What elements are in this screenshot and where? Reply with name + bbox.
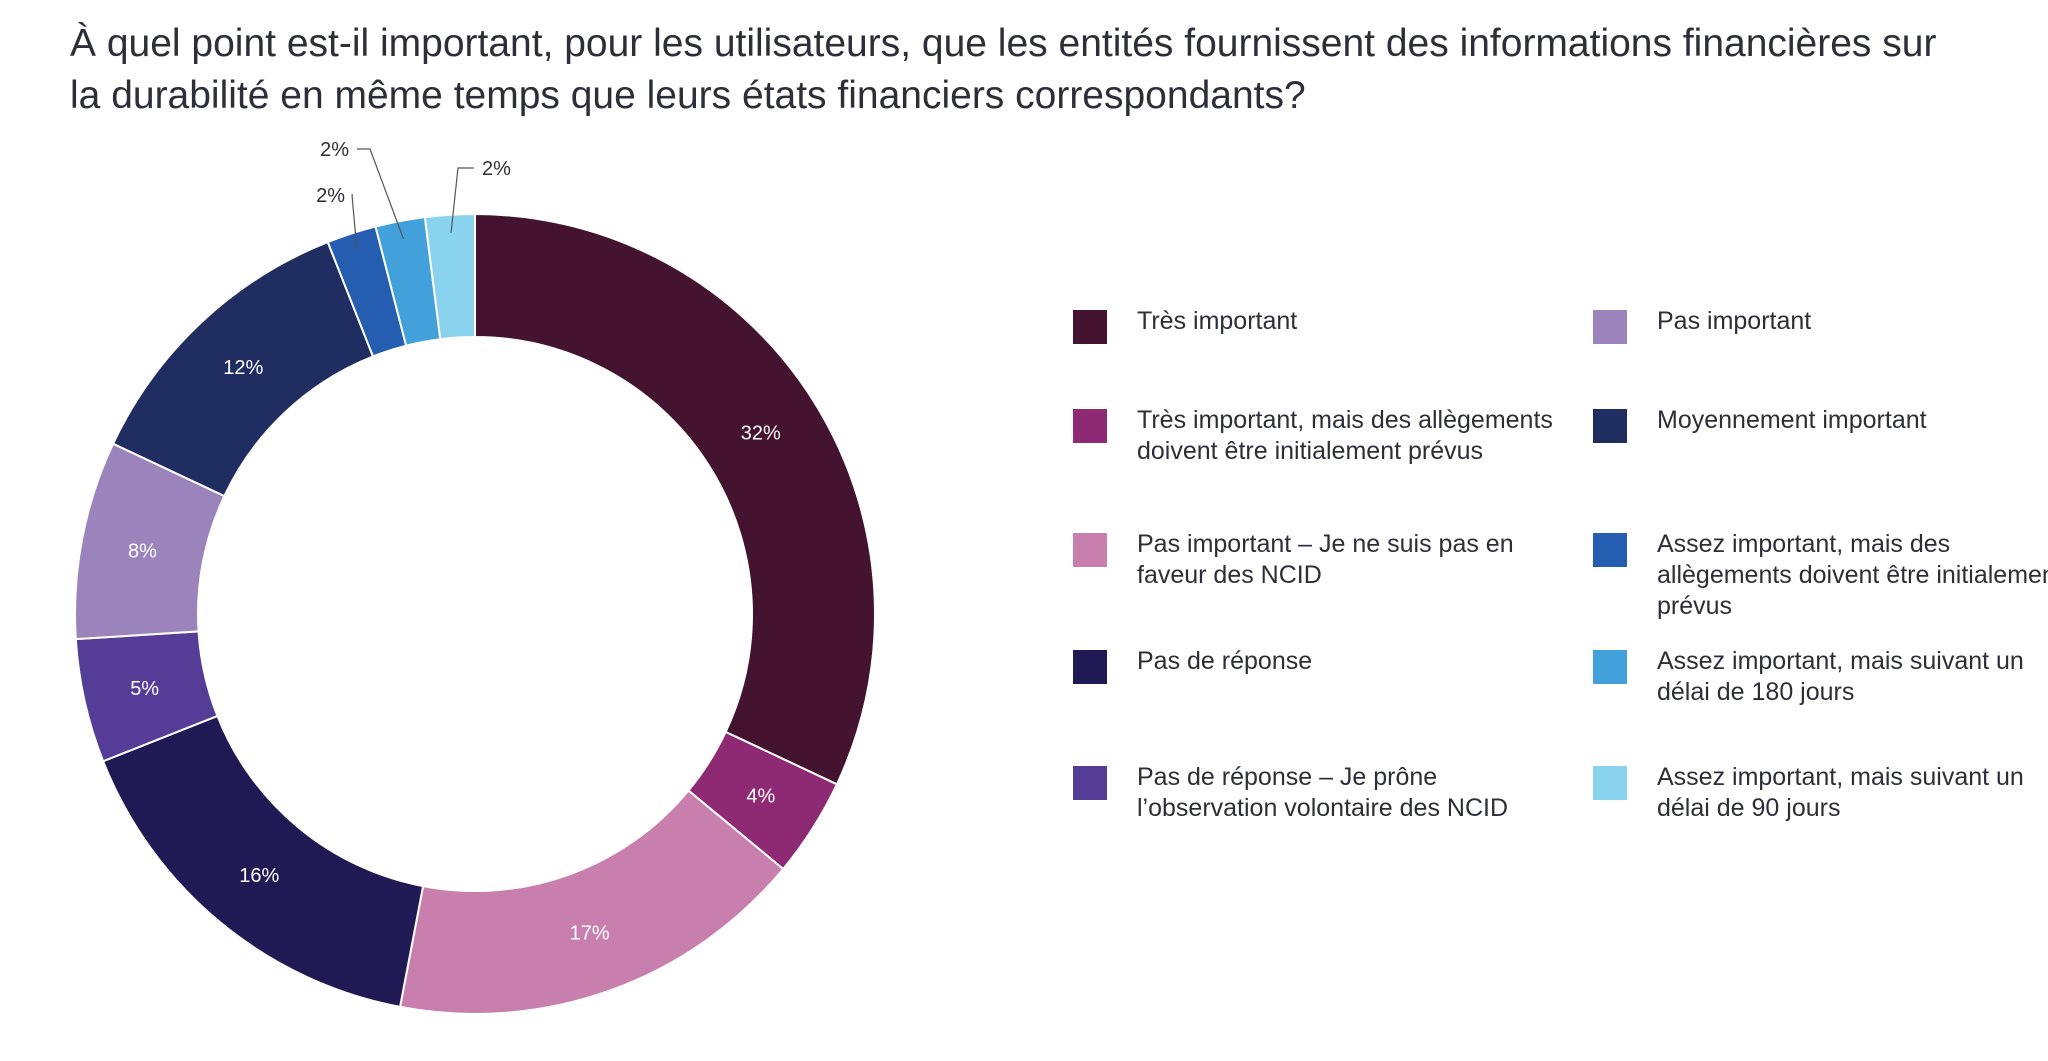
legend-swatch: [1593, 766, 1627, 800]
legend-item: Pas important: [1593, 306, 2048, 344]
legend-swatch: [1593, 409, 1627, 443]
legend-item: Assez important, mais suivant un délai d…: [1593, 762, 2048, 824]
legend-swatch: [1073, 310, 1107, 344]
legend-item: Pas important – Je ne suis pas en faveur…: [1073, 529, 1557, 591]
legend-item: Moyennement important: [1593, 405, 2048, 443]
legend-item: Assez important, mais des allègements do…: [1593, 529, 2048, 622]
legend-label: Pas important: [1657, 307, 1812, 335]
legend-swatch: [1073, 650, 1107, 684]
slice-label: 8%: [128, 541, 157, 563]
legend-label: Assez important, mais des allègements do…: [1657, 530, 2048, 620]
legend-label: Très important: [1137, 307, 1298, 335]
slice-label: 12%: [223, 357, 263, 379]
legend-label: Très important, mais des allègements doi…: [1137, 406, 1553, 465]
legend-label: Pas de réponse – Je prône l’observation …: [1137, 763, 1509, 822]
donut-slice: [423, 212, 476, 341]
legend-swatch: [1073, 533, 1107, 567]
leader-line: [450, 167, 474, 233]
chart-title: À quel point est-il important, pour les …: [70, 22, 1937, 117]
slice-label: 32%: [741, 423, 781, 445]
legend-swatch: [1593, 310, 1627, 344]
donut-slice: [398, 789, 785, 1015]
leader-line: [351, 194, 358, 251]
legend-swatch: [1593, 650, 1627, 684]
legend-item: Très important, mais des allègements doi…: [1073, 405, 1557, 467]
leader-line: [357, 148, 404, 239]
legend-label: Pas important – Je ne suis pas en faveur…: [1137, 530, 1514, 589]
legend-label: Moyennement important: [1657, 406, 1927, 434]
legend-swatch: [1073, 409, 1107, 443]
slice-label: 4%: [746, 785, 775, 807]
donut-slice: [474, 212, 876, 786]
legend-item: Très important: [1073, 306, 1557, 344]
legend-item: Pas de réponse: [1073, 646, 1557, 684]
slice-label: 2%: [320, 139, 349, 161]
legend-swatch: [1073, 766, 1107, 800]
legend-item: Assez important, mais suivant un délai d…: [1593, 646, 2048, 708]
donut-slice: [101, 714, 425, 1009]
slice-label: 5%: [130, 678, 159, 700]
slice-label: 2%: [316, 185, 345, 207]
slice-label: 16%: [239, 865, 279, 887]
legend-swatch: [1593, 533, 1627, 567]
slice-label: 17%: [570, 922, 610, 944]
slice-label: 2%: [482, 158, 511, 180]
legend-label: Pas de réponse: [1137, 647, 1313, 675]
legend-label: Assez important, mais suivant un délai d…: [1657, 763, 2024, 822]
legend-item: Pas de réponse – Je prône l’observation …: [1073, 762, 1557, 824]
legend-label: Assez important, mais suivant un délai d…: [1657, 647, 2024, 706]
